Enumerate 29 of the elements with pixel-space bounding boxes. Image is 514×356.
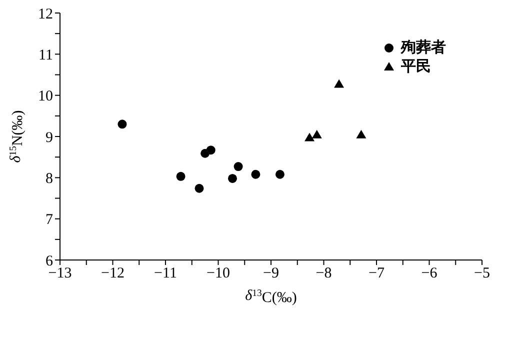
x-axis-title: δ$^{13}$C(‰): [245, 288, 297, 306]
y-tick-label: 12: [38, 6, 53, 22]
y-tick-label: 9: [46, 130, 53, 146]
x-tick-label: −10: [206, 266, 230, 282]
x-tick-label: −8: [316, 266, 332, 282]
legend-label: 平民: [401, 58, 431, 76]
point: [206, 146, 216, 155]
point: [194, 184, 204, 193]
y-tick-label: 11: [38, 47, 53, 64]
x-tick-label: −7: [368, 266, 385, 282]
point: [176, 172, 186, 181]
point: [251, 170, 260, 179]
y-tick-label: 8: [46, 170, 53, 187]
legend-label: 殉葬者: [401, 38, 446, 57]
point: [356, 130, 366, 138]
x-tick-label: −11: [154, 266, 177, 282]
point: [312, 130, 322, 138]
x-tick-label: −12: [101, 266, 124, 282]
x-tick-label: −9: [263, 266, 279, 282]
x-tick-label: −5: [474, 266, 490, 282]
y-tick-label: 7: [46, 212, 54, 228]
point: [334, 79, 344, 88]
point: [118, 120, 127, 129]
point: [304, 132, 315, 142]
x-tick-label: −6: [421, 266, 438, 282]
y-tick-label: 10: [38, 88, 53, 105]
point: [228, 174, 237, 183]
point: [234, 162, 243, 172]
point: [275, 170, 284, 179]
